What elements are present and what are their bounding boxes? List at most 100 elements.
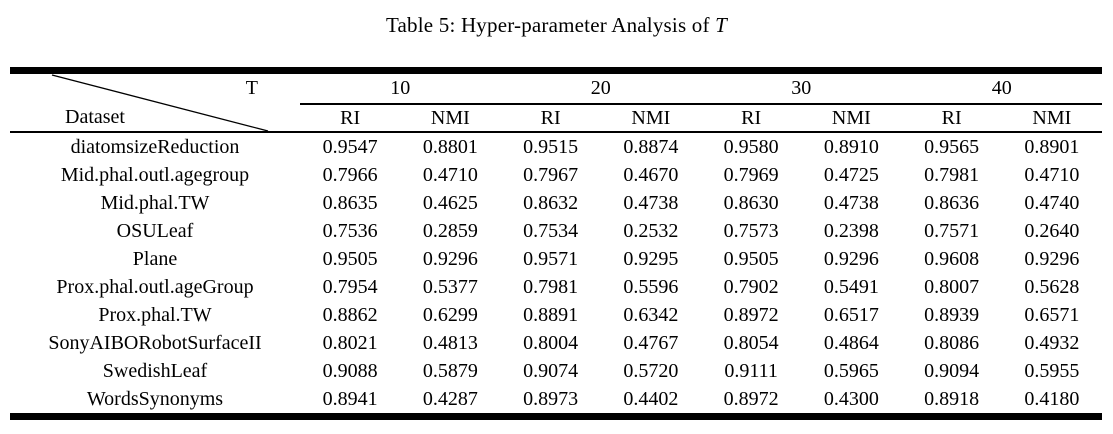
value-cell: 0.4670 <box>623 163 679 186</box>
caption-param-symbol: T <box>715 13 728 37</box>
value-cell: 0.9515 <box>523 135 579 158</box>
group-header-t10: 10 <box>300 74 501 105</box>
value-cell: 0.5879 <box>422 359 478 382</box>
dataset-name-cell: OSULeaf <box>116 219 194 242</box>
value-cell: 0.8862 <box>322 303 378 326</box>
value-cell: 0.7969 <box>723 163 779 186</box>
table-row: diatomsizeReduction 0.9547 0.8801 0.9515… <box>10 132 1102 161</box>
results-table: T Dataset 10 20 30 40 RI NMI RI NMI RI N… <box>10 74 1102 413</box>
value-cell: 0.2532 <box>623 219 679 242</box>
table-row: SonyAIBORobotSurfaceII 0.8021 0.4813 0.8… <box>10 329 1102 357</box>
value-cell: 0.8635 <box>322 191 378 214</box>
value-cell: 0.7534 <box>523 219 579 242</box>
value-cell: 0.8891 <box>523 303 579 326</box>
dataset-name-cell: Prox.phal.outl.ageGroup <box>56 275 254 298</box>
value-cell: 0.4767 <box>623 331 679 354</box>
value-cell: 0.2398 <box>823 219 879 242</box>
value-cell: 0.8972 <box>723 387 779 410</box>
value-cell: 0.4710 <box>1024 163 1080 186</box>
dataset-name-cell: Mid.phal.TW <box>100 191 210 214</box>
value-cell: 0.7954 <box>322 275 378 298</box>
value-cell: 0.2859 <box>422 219 478 242</box>
value-cell: 0.5491 <box>823 275 879 298</box>
dataset-name-cell: diatomsizeReduction <box>70 135 240 158</box>
value-cell: 0.5955 <box>1024 359 1080 382</box>
value-cell: 0.6299 <box>422 303 478 326</box>
value-cell: 0.8918 <box>924 387 980 410</box>
value-cell: 0.7902 <box>723 275 779 298</box>
value-cell: 0.4287 <box>422 387 478 410</box>
value-cell: 0.6342 <box>623 303 679 326</box>
value-cell: 0.8007 <box>924 275 980 298</box>
value-cell: 0.4725 <box>823 163 879 186</box>
value-cell: 0.9074 <box>523 359 579 382</box>
value-cell: 0.4738 <box>823 191 879 214</box>
value-cell: 0.8910 <box>823 135 879 158</box>
value-cell: 0.7571 <box>924 219 980 242</box>
value-cell: 0.9608 <box>924 247 980 270</box>
dataset-name-cell: Mid.phal.outl.agegroup <box>60 163 250 186</box>
value-cell: 0.9296 <box>1024 247 1080 270</box>
value-cell: 0.9296 <box>422 247 478 270</box>
value-cell: 0.2640 <box>1024 219 1080 242</box>
group-header-row: T Dataset 10 20 30 40 <box>10 74 1102 133</box>
table-row: OSULeaf 0.7536 0.2859 0.7534 0.2532 0.75… <box>10 217 1102 245</box>
value-cell: 0.7981 <box>924 163 980 186</box>
group-header-t20: 20 <box>500 74 701 105</box>
value-cell: 0.4402 <box>623 387 679 410</box>
group-header-t40: 40 <box>901 74 1102 105</box>
value-cell: 0.9111 <box>724 359 778 382</box>
dataset-name-cell: Prox.phal.TW <box>98 303 212 326</box>
diagonal-divider-line <box>51 74 267 130</box>
metric-header-ri-t40: RI <box>901 104 1002 133</box>
dataset-name-cell: SwedishLeaf <box>102 359 208 382</box>
value-cell: 0.8941 <box>322 387 378 410</box>
value-cell: 0.8939 <box>924 303 980 326</box>
table-row: WordsSynonyms 0.8941 0.4287 0.8973 0.440… <box>10 385 1102 413</box>
value-cell: 0.4813 <box>422 331 478 354</box>
value-cell: 0.8874 <box>623 135 679 158</box>
value-cell: 0.8630 <box>723 191 779 214</box>
value-cell: 0.7981 <box>523 275 579 298</box>
value-cell: 0.8021 <box>322 331 378 354</box>
dataset-name-cell: WordsSynonyms <box>86 387 224 410</box>
metric-header-row: RI NMI RI NMI RI NMI RI NMI <box>10 104 1102 133</box>
corner-param-label: T <box>245 77 258 99</box>
value-cell: 0.9571 <box>523 247 579 270</box>
value-cell: 0.7966 <box>322 163 378 186</box>
table-row: Prox.phal.TW 0.8862 0.6299 0.8891 0.6342… <box>10 301 1102 329</box>
group-header-t30: 30 <box>701 74 902 105</box>
table-caption: Table 5: Hyper-parameter Analysis of T <box>0 13 1113 38</box>
table-row: Plane 0.9505 0.9296 0.9571 0.9295 0.9505… <box>10 245 1102 273</box>
value-cell: 0.7573 <box>723 219 779 242</box>
value-cell: 0.8632 <box>523 191 579 214</box>
metric-header-nmi-t20: NMI <box>600 104 701 133</box>
value-cell: 0.4180 <box>1024 387 1080 410</box>
table-row: Mid.phal.outl.agegroup 0.7966 0.4710 0.7… <box>10 161 1102 189</box>
value-cell: 0.9295 <box>623 247 679 270</box>
value-cell: 0.7536 <box>322 219 378 242</box>
value-cell: 0.9565 <box>924 135 980 158</box>
corner-dataset-label: Dataset <box>65 106 125 128</box>
table-row: Mid.phal.TW 0.8635 0.4625 0.8632 0.4738 … <box>10 189 1102 217</box>
value-cell: 0.4738 <box>623 191 679 214</box>
table-row: SwedishLeaf 0.9088 0.5879 0.9074 0.5720 … <box>10 357 1102 385</box>
metric-header-nmi-t40: NMI <box>1001 104 1102 133</box>
value-cell: 0.4740 <box>1024 191 1080 214</box>
value-cell: 0.6571 <box>1024 303 1080 326</box>
value-cell: 0.8973 <box>523 387 579 410</box>
metric-header-nmi-t10: NMI <box>400 104 501 133</box>
value-cell: 0.8801 <box>422 135 478 158</box>
corner-header-cell: T Dataset <box>10 74 300 133</box>
value-cell: 0.9505 <box>322 247 378 270</box>
value-cell: 0.7967 <box>523 163 579 186</box>
value-cell: 0.8972 <box>723 303 779 326</box>
value-cell: 0.9505 <box>723 247 779 270</box>
value-cell: 0.4864 <box>823 331 879 354</box>
dataset-name-cell: SonyAIBORobotSurfaceII <box>48 331 262 354</box>
value-cell: 0.8636 <box>924 191 980 214</box>
results-table-container: T Dataset 10 20 30 40 RI NMI RI NMI RI N… <box>10 67 1102 420</box>
value-cell: 0.8901 <box>1024 135 1080 158</box>
metric-header-nmi-t30: NMI <box>801 104 902 133</box>
value-cell: 0.4625 <box>422 191 478 214</box>
